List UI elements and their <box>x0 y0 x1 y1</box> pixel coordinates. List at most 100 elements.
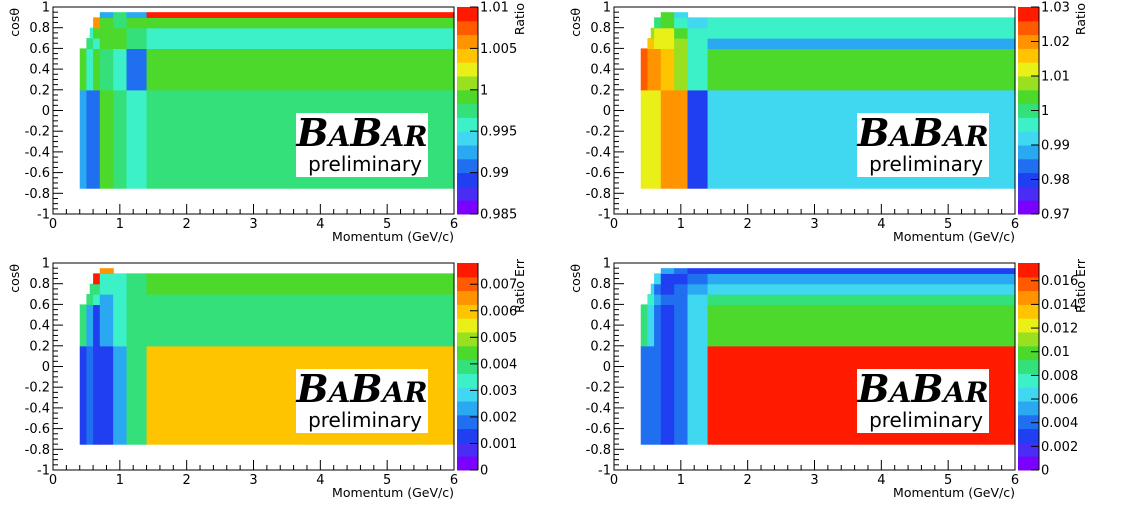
logo-preliminary: preliminary <box>869 152 983 176</box>
palette-swatch <box>457 200 478 215</box>
palette-swatch <box>457 48 478 63</box>
heatmap-cell <box>654 27 662 39</box>
heatmap-cell <box>146 38 455 49</box>
y-tick-label: 0 <box>42 360 50 375</box>
y-axis-label: cosθ <box>7 264 22 293</box>
palette-swatch <box>1018 359 1039 374</box>
palette-swatch <box>1018 172 1039 187</box>
z-axis-label: Ratio <box>1073 3 1088 35</box>
palette-swatch <box>1018 428 1039 443</box>
y-tick-label: 0.8 <box>29 21 50 36</box>
logo-wordmark: BABAR <box>857 366 989 411</box>
palette-swatch <box>457 414 478 430</box>
z-tick-label: 0.995 <box>480 125 517 140</box>
heatmap-cell <box>707 38 1016 49</box>
heatmap-cell <box>687 294 709 305</box>
y-tick-label: 0.6 <box>29 42 50 57</box>
palette-swatch <box>457 20 478 36</box>
heatmap-cell <box>674 268 689 274</box>
heatmap-cell <box>687 273 709 285</box>
heatmap-cell <box>99 283 114 295</box>
z-tick-label: 1.03 <box>1041 1 1070 16</box>
heatmap-panel-ratio-right: -1 -0.8 -0.6 -0.4 -0.2 0 0.2 0.4 0.6 0.8 1 0 1 2 3 4 5 6M… <box>568 1 1088 245</box>
heatmap-cell <box>113 283 128 295</box>
x-tick-label: 1 <box>677 217 685 232</box>
heatmap-cell <box>99 12 114 18</box>
palette-swatch <box>1018 304 1039 319</box>
heatmap-cell <box>654 89 662 189</box>
z-tick-label: 0.014 <box>1041 298 1078 313</box>
y-tick-label: 0 <box>603 104 611 119</box>
heatmap-cell <box>707 294 1016 305</box>
y-tick-label: -0.8 <box>586 187 611 202</box>
heatmap-cell <box>674 294 689 305</box>
x-tick-label: 1 <box>116 473 124 488</box>
heatmap-cell <box>687 27 709 39</box>
y-tick-label: -1 <box>37 464 50 479</box>
palette-swatch <box>1018 48 1039 63</box>
heatmap-panel-ratio-left: -1 -0.8 -0.6 -0.4 -0.2 0 0.2 0.4 0.6 0.8 1 0 1 2 3 4 5 6M… <box>7 1 527 245</box>
palette-swatch <box>1018 200 1039 215</box>
palette-swatch <box>457 34 478 49</box>
heatmap-cell <box>654 304 662 347</box>
palette-swatch <box>457 373 478 388</box>
heatmap-cell <box>99 27 114 39</box>
heatmap-cell <box>93 38 101 49</box>
y-tick-label: -0.6 <box>25 166 50 181</box>
heatmap-cell <box>99 48 114 91</box>
y-tick-label: 0.4 <box>29 63 50 78</box>
heatmap-cell <box>126 304 148 347</box>
y-tick-label: -0.4 <box>25 145 50 160</box>
y-tick-label: 1 <box>603 1 611 16</box>
x-tick-label: 5 <box>383 217 391 232</box>
z-tick-label: 1.02 <box>1041 35 1070 50</box>
z-tick-label: 0 <box>1041 464 1049 479</box>
heatmap-cell <box>99 268 114 274</box>
palette-swatch <box>457 387 478 402</box>
heatmap-cell <box>126 273 148 285</box>
z-tick-label: 1.01 <box>1041 70 1070 85</box>
z-tick-label: 0.005 <box>480 331 517 346</box>
y-tick-label: 1 <box>42 257 50 272</box>
z-tick-label: 0.008 <box>1041 369 1078 384</box>
heatmap-cell <box>654 17 662 29</box>
palette-swatch <box>1018 103 1039 118</box>
heatmap-cell <box>126 283 148 295</box>
heatmap-cell <box>674 12 689 18</box>
heatmap-cell <box>93 89 101 189</box>
palette-swatch <box>457 7 478 22</box>
palette-swatch <box>1018 76 1039 91</box>
heatmap-cell <box>113 12 128 18</box>
y-tick-label: -0.6 <box>586 166 611 181</box>
heatmap-cell <box>99 273 114 285</box>
z-tick-label: 0 <box>480 464 488 479</box>
heatmap-cell <box>654 38 662 49</box>
y-tick-label: -0.4 <box>586 401 611 416</box>
y-tick-label: 0 <box>42 104 50 119</box>
y-tick-label: -0.2 <box>586 125 611 140</box>
z-tick-label: 1.005 <box>480 42 517 57</box>
heatmap-cell <box>687 283 709 295</box>
heatmap-cell <box>687 345 709 445</box>
y-tick-label: 0.8 <box>590 21 611 36</box>
heatmap-cell <box>146 27 455 39</box>
logo-background <box>857 113 989 177</box>
x-tick-label: 2 <box>744 217 752 232</box>
x-tick-label: 5 <box>944 473 952 488</box>
palette-swatch <box>457 290 478 305</box>
heatmap-cell <box>707 283 1016 295</box>
palette-swatch <box>1018 34 1039 49</box>
y-tick-label: 1 <box>42 1 50 16</box>
heatmap-cell <box>86 48 94 91</box>
palette-swatch <box>457 318 478 333</box>
heatmap-cell <box>660 38 675 49</box>
heatmap-cell <box>126 38 148 49</box>
x-tick-label: 2 <box>183 217 191 232</box>
heatmap-cell <box>660 12 675 18</box>
y-tick-label: 0.2 <box>590 83 611 98</box>
heatmap-cell <box>640 345 649 445</box>
z-tick-label: 0.006 <box>480 304 517 319</box>
